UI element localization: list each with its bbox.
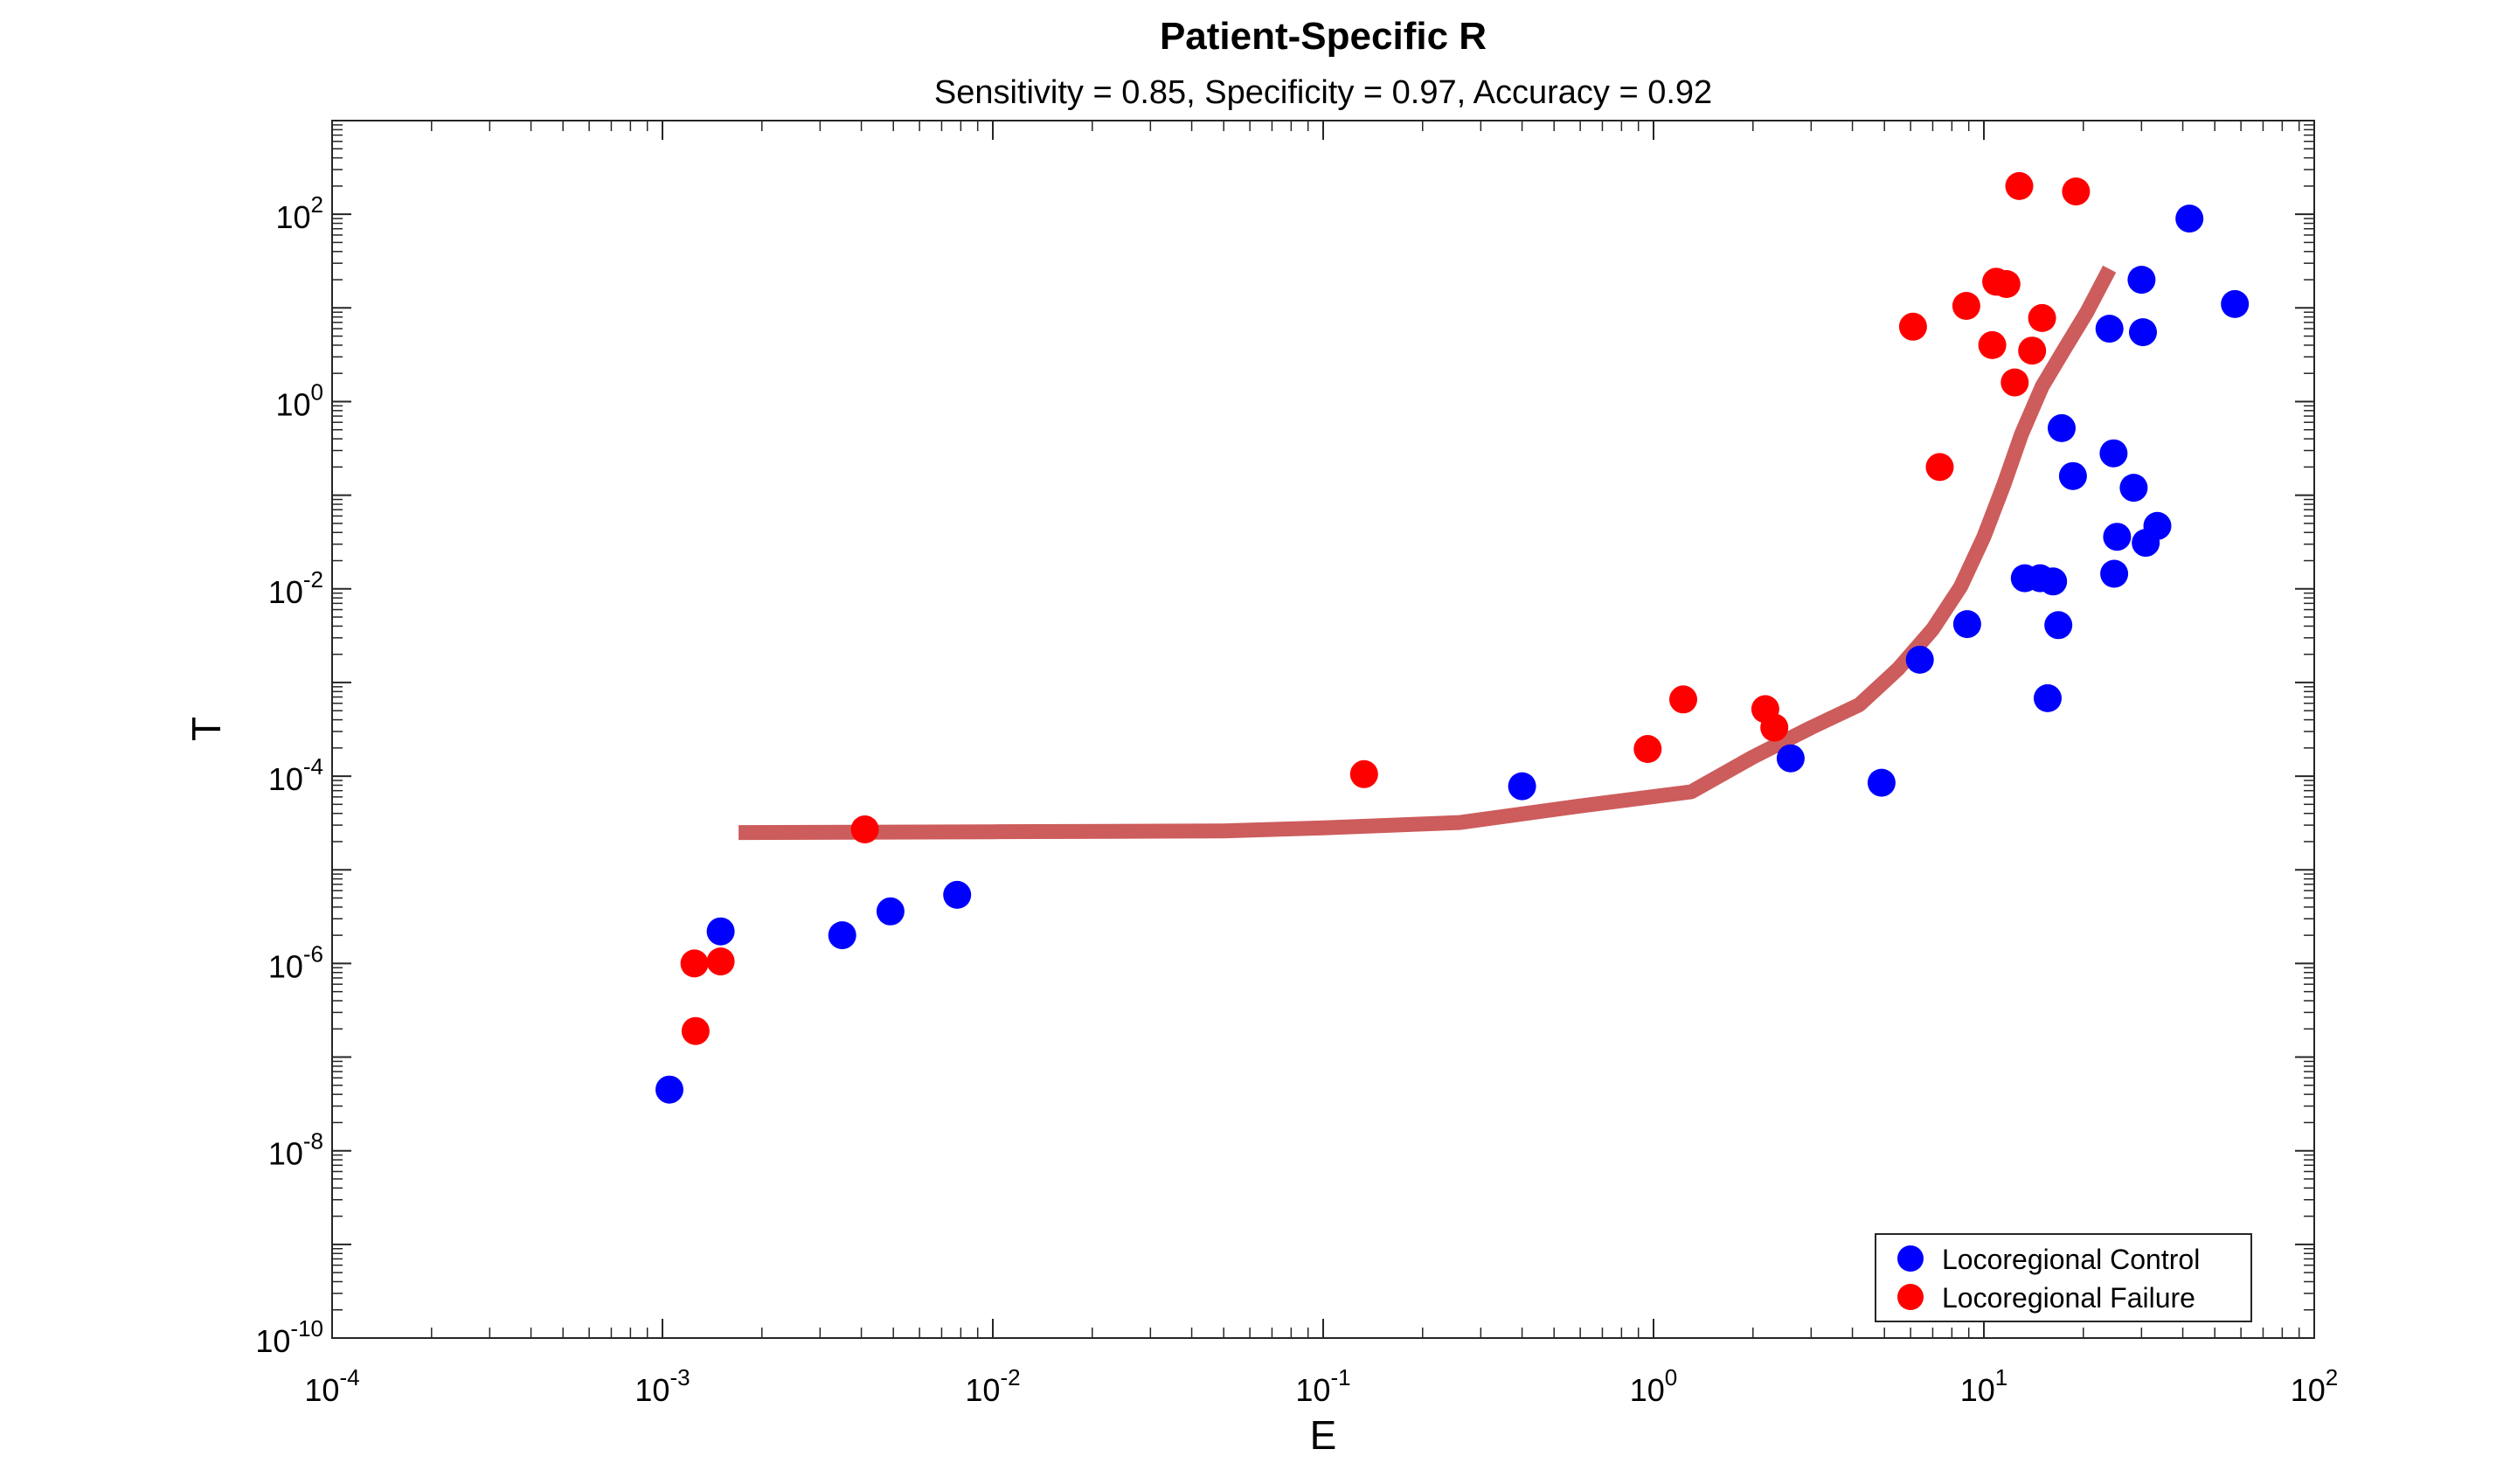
- point-control: [2127, 266, 2156, 295]
- point-control: [1952, 610, 1981, 639]
- point-failure: [680, 949, 709, 978]
- point-control: [2058, 461, 2087, 490]
- plot-area: [332, 121, 2314, 1338]
- point-failure: [706, 947, 735, 976]
- x-tick-labels: 10-4 10-3 10-2 10-1 100 101 102: [304, 1364, 2338, 1408]
- point-failure: [2000, 368, 2029, 397]
- y-tick-label: 10-2: [268, 566, 323, 610]
- point-control: [2100, 559, 2129, 588]
- x-axis-label: E: [1310, 1412, 1337, 1458]
- point-failure: [1992, 270, 2021, 298]
- point-failure: [1760, 713, 1789, 742]
- chart-subtitle: Sensitivity = 0.85, Specificity = 0.97, …: [934, 74, 1712, 111]
- point-failure: [1669, 685, 1697, 714]
- point-failure: [2018, 336, 2047, 365]
- x-tick-label: 10-1: [1295, 1364, 1350, 1408]
- fit-line-layer: [738, 265, 2117, 841]
- point-failure: [1633, 735, 1662, 763]
- point-control: [2103, 523, 2132, 551]
- point-control: [1867, 768, 1896, 797]
- point-control: [1905, 645, 1934, 674]
- point-control: [2129, 318, 2157, 347]
- x-tick-label: 10-3: [634, 1364, 690, 1408]
- point-control: [2119, 474, 2148, 503]
- point-control: [2175, 205, 2204, 233]
- point-control: [1776, 744, 1805, 773]
- point-control: [828, 921, 856, 950]
- data-points-layer: [655, 171, 2250, 1104]
- x-tick-label: 101: [1960, 1364, 2008, 1408]
- y-axis-label: T: [184, 717, 229, 741]
- point-control: [2044, 611, 2073, 640]
- point-control: [706, 917, 735, 946]
- point-control: [2143, 511, 2172, 540]
- plot-frame: [331, 120, 2315, 1339]
- point-failure: [1898, 312, 1927, 341]
- point-control: [876, 897, 905, 926]
- point-failure: [1952, 292, 1980, 320]
- y-tick-label: 10-6: [268, 940, 323, 984]
- y-tick-label: 10-10: [255, 1315, 323, 1359]
- legend-box: [1875, 1233, 2252, 1322]
- point-failure: [681, 1016, 710, 1045]
- point-failure: [2062, 177, 2091, 206]
- point-failure: [2005, 171, 2034, 200]
- point-failure: [850, 815, 879, 843]
- x-tick-label: 10-2: [965, 1364, 1020, 1408]
- point-control: [2039, 567, 2068, 596]
- minor-ticks: [332, 121, 2314, 1338]
- point-control: [655, 1075, 683, 1104]
- y-tick-label: 102: [275, 191, 323, 235]
- legend: Locoregional Control Locoregional Failur…: [1875, 1233, 2252, 1322]
- point-control: [2221, 289, 2250, 318]
- y-tick-label: 10-8: [268, 1128, 323, 1172]
- point-control: [2099, 439, 2128, 468]
- legend-marker-control: [1897, 1245, 1924, 1272]
- point-control: [1508, 772, 1536, 801]
- legend-marker-failure: [1897, 1284, 1924, 1310]
- y-tick-labels: 10-10 10-8 10-6 10-4 10-2 100 102: [255, 191, 323, 1359]
- y-tick-label: 100: [275, 378, 323, 422]
- x-tick-label: 100: [1630, 1364, 1678, 1408]
- point-control: [2034, 683, 2062, 712]
- legend-label-failure: Locoregional Failure: [1942, 1282, 2195, 1314]
- point-control: [2048, 413, 2076, 442]
- point-failure: [2028, 303, 2056, 332]
- point-control: [943, 880, 972, 909]
- x-tick-label: 102: [2291, 1364, 2339, 1408]
- point-failure: [1978, 330, 2007, 359]
- legend-label-control: Locoregional Control: [1942, 1244, 2200, 1275]
- chart-title: Patient-Specific R: [1160, 15, 1487, 58]
- x-tick-label: 10-4: [304, 1364, 359, 1408]
- point-control: [2095, 315, 2124, 343]
- point-failure: [1925, 453, 1954, 482]
- fit-line: [738, 265, 2117, 841]
- y-tick-label: 10-4: [268, 753, 323, 797]
- point-failure: [1349, 759, 1378, 788]
